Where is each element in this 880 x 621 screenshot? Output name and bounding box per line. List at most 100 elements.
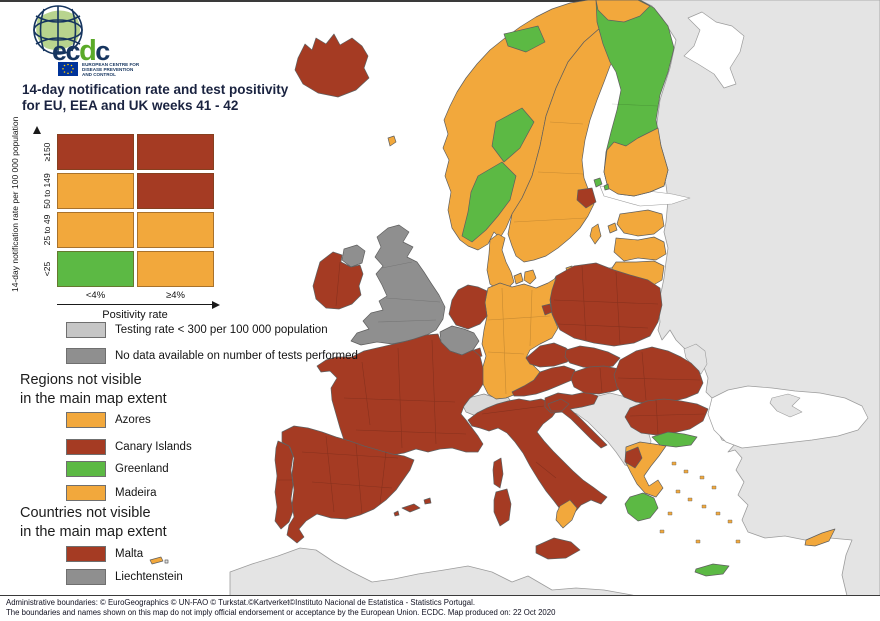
map-region-norway-green-south	[461, 161, 517, 243]
map-region-epirus	[624, 446, 643, 469]
map-region-norway-green-north	[503, 25, 546, 53]
map-region-sardinia	[493, 488, 512, 527]
svg-text:AND CONTROL: AND CONTROL	[82, 72, 116, 77]
map-title: 14-day notification rate and test positi…	[22, 82, 288, 114]
y-axis-arrow-icon	[33, 126, 41, 134]
ecdc-org-name: EUROPEAN CENTRE FOR DISEASE PREVENTION A…	[82, 62, 140, 77]
liechtenstein-label: Liechtenstein	[115, 571, 183, 583]
map-region-ireland	[312, 251, 364, 310]
countries-heading: Countries not visible in the main map ex…	[20, 504, 167, 542]
map-footer: Administrative boundaries: © EuroGeograp…	[0, 595, 880, 621]
matrix-cell-r1c1	[137, 173, 214, 209]
matrix-row-label-1: 50 to 149	[42, 173, 52, 209]
svg-text:EUROPEAN CENTRE FOR: EUROPEAN CENTRE FOR	[82, 62, 140, 67]
malta-swatch	[66, 546, 106, 562]
legend-row-greenland: Greenland	[66, 461, 169, 477]
map-title-line2: for EU, EEA and UK weeks 41 - 42	[22, 98, 239, 113]
map-region-estonia	[616, 209, 665, 237]
matrix-row-label-2: 25 to 49	[42, 214, 52, 246]
map-region-latvia	[613, 236, 667, 262]
regions-heading: Regions not visible in the main map exte…	[20, 371, 167, 409]
matrix-cell-r2c0	[57, 212, 134, 248]
map-region-slovenia	[547, 398, 570, 412]
matrix-cell-r2c1	[137, 212, 214, 248]
canary-islands-label: Canary Islands	[115, 441, 192, 453]
malta-label: Malta	[115, 548, 144, 560]
greenland-swatch	[66, 461, 106, 477]
matrix-row-label-0: ≥150	[42, 142, 52, 162]
regions-heading-line1: Regions not visible	[20, 372, 142, 388]
map-region-france	[316, 333, 484, 458]
map-region-norway-green-mid	[491, 107, 535, 163]
map-region-portugal	[274, 440, 294, 530]
matrix-row-label-3: <25	[42, 261, 52, 277]
map-region-slovakia	[564, 345, 621, 370]
matrix-cell-r0c1	[137, 134, 214, 170]
map-region-united-kingdom	[350, 224, 446, 346]
map-region-aland-islands	[593, 177, 610, 191]
map-region-gotland	[589, 223, 602, 245]
footer-line2: The boundaries and names shown on this m…	[6, 608, 556, 617]
map-region-calabria	[555, 499, 578, 529]
map-region-corsica	[492, 457, 504, 489]
testing-rate-swatch	[66, 322, 106, 338]
svg-text:DISEASE PREVENTION: DISEASE PREVENTION	[82, 67, 134, 72]
regions-heading-line2: in the main map extent	[20, 391, 167, 407]
azores-label: Azores	[115, 414, 151, 426]
map-region-italy	[467, 398, 608, 527]
map-subregion-borders	[278, 103, 705, 515]
ecdc-wordmark: ecdc	[52, 35, 110, 67]
map-region-bulgaria	[624, 398, 709, 436]
legend-row-testing-rate: Testing rate < 300 per 100 000 populatio…	[66, 322, 328, 338]
map-region-saaremaa	[607, 222, 618, 234]
map-region-netherlands	[448, 284, 488, 330]
testing-rate-label: Testing rate < 300 per 100 000 populatio…	[115, 324, 328, 336]
x-axis-line	[57, 304, 213, 305]
legend-row-malta: Malta	[66, 546, 143, 562]
map-region-madeira	[149, 556, 164, 565]
map-region-moldova	[683, 343, 708, 375]
matrix-x-axis-label: Positivity rate	[102, 309, 168, 321]
no-data-swatch	[66, 348, 106, 364]
map-title-line1: 14-day notification rate and test positi…	[22, 82, 289, 97]
map-region-berlin	[541, 303, 553, 316]
globe-icon	[33, 5, 83, 55]
map-region-stockholm	[576, 187, 597, 209]
legend-row-liechtenstein: Liechtenstein	[66, 569, 183, 585]
map-region-aegean-islands	[659, 461, 741, 544]
footer-line1: Administrative boundaries: © EuroGeograp…	[6, 598, 476, 607]
matrix-col-label-1: ≥4%	[166, 290, 185, 301]
legend-row-no-data: No data available on number of tests per…	[66, 348, 358, 364]
map-region-denmark	[486, 233, 574, 291]
countries-heading-line2: in the main map extent	[20, 524, 167, 540]
no-data-label: No data available on number of tests per…	[115, 350, 358, 362]
matrix-cell-r0c0	[57, 134, 134, 170]
legend-row-azores: Azores	[66, 412, 151, 428]
map-sea-white-sea	[683, 11, 745, 89]
madeira-label: Madeira	[115, 487, 157, 499]
map-region-crimea	[769, 393, 803, 418]
map-region-northern-ireland	[341, 244, 366, 268]
map-region-spain	[281, 425, 415, 544]
legend-row-madeira: Madeira	[66, 485, 157, 501]
x-axis-arrow-icon	[212, 301, 220, 309]
map-region-cyprus	[804, 528, 836, 547]
map-region-crete	[694, 563, 730, 577]
madeira-swatch	[66, 485, 106, 501]
map-region-madeira-islet	[164, 559, 169, 564]
map-region-peloponnese	[624, 492, 659, 522]
canary-islands-swatch	[66, 439, 106, 455]
matrix-cell-r3c1	[137, 251, 214, 287]
map-region-iceland	[294, 33, 370, 98]
liechtenstein-swatch	[66, 569, 106, 585]
countries-heading-line1: Countries not visible	[20, 505, 151, 521]
map-region-germany	[481, 277, 559, 400]
azores-swatch	[66, 412, 106, 428]
matrix-cell-r3c0	[57, 251, 134, 287]
map-region-sicily	[535, 537, 581, 560]
map-region-greece-northeast	[651, 431, 698, 448]
ecdc-logo: ecdc EUROPEAN CENTRE FOR DISEASE PREVENT…	[33, 5, 140, 77]
top-border-line	[0, 0, 880, 2]
map-region-finland-south	[603, 127, 669, 197]
map-region-finland-north	[595, 0, 651, 23]
